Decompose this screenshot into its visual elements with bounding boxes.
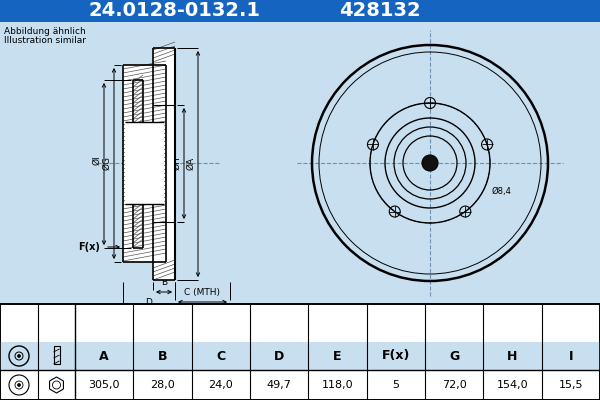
Text: E: E [333,350,342,362]
Text: ØI: ØI [92,155,101,165]
Text: ØE: ØE [148,157,157,169]
Text: F(x): F(x) [78,242,100,252]
Bar [0,304,600,400]
Text: C: C [216,350,226,362]
Text: 428132: 428132 [339,2,421,20]
Text: 24.0128-0132.1: 24.0128-0132.1 [89,2,261,20]
Text: 49,7: 49,7 [267,380,292,390]
Text: ØG: ØG [102,156,111,170]
Text: 305,0: 305,0 [88,380,120,390]
Text: Illustration similar: Illustration similar [4,36,86,45]
Bar [125,122,164,204]
Text: B: B [161,278,167,287]
Text: D: D [146,298,152,307]
Circle shape [422,155,438,171]
Bar [123,65,166,262]
Text: C (MTH): C (MTH) [185,288,221,297]
Text: 28,0: 28,0 [150,380,175,390]
Text: A: A [100,350,109,362]
Text: 15,5: 15,5 [559,380,583,390]
Text: G: G [449,350,459,362]
Text: 5: 5 [392,380,400,390]
Bar [153,266,175,280]
Bar [95,20,305,300]
Text: ØH: ØH [172,156,181,170]
Bar [0,0,600,22]
Bar [0,342,600,370]
Text: 72,0: 72,0 [442,380,467,390]
Circle shape [17,354,20,358]
Text: F(x): F(x) [382,350,410,362]
Text: Abbildung ähnlich: Abbildung ähnlich [4,27,86,36]
Text: D: D [274,350,284,362]
Bar [153,48,175,62]
Text: ØA: ØA [186,156,195,170]
Bar [133,80,143,248]
Text: H: H [508,350,518,362]
Bar [153,62,175,266]
Bar [53,346,59,364]
Circle shape [17,384,20,386]
Text: I: I [569,350,573,362]
Text: 118,0: 118,0 [322,380,353,390]
Text: B: B [158,350,167,362]
Text: Ø8,4: Ø8,4 [491,186,511,196]
Text: 154,0: 154,0 [497,380,529,390]
Text: 24,0: 24,0 [208,380,233,390]
